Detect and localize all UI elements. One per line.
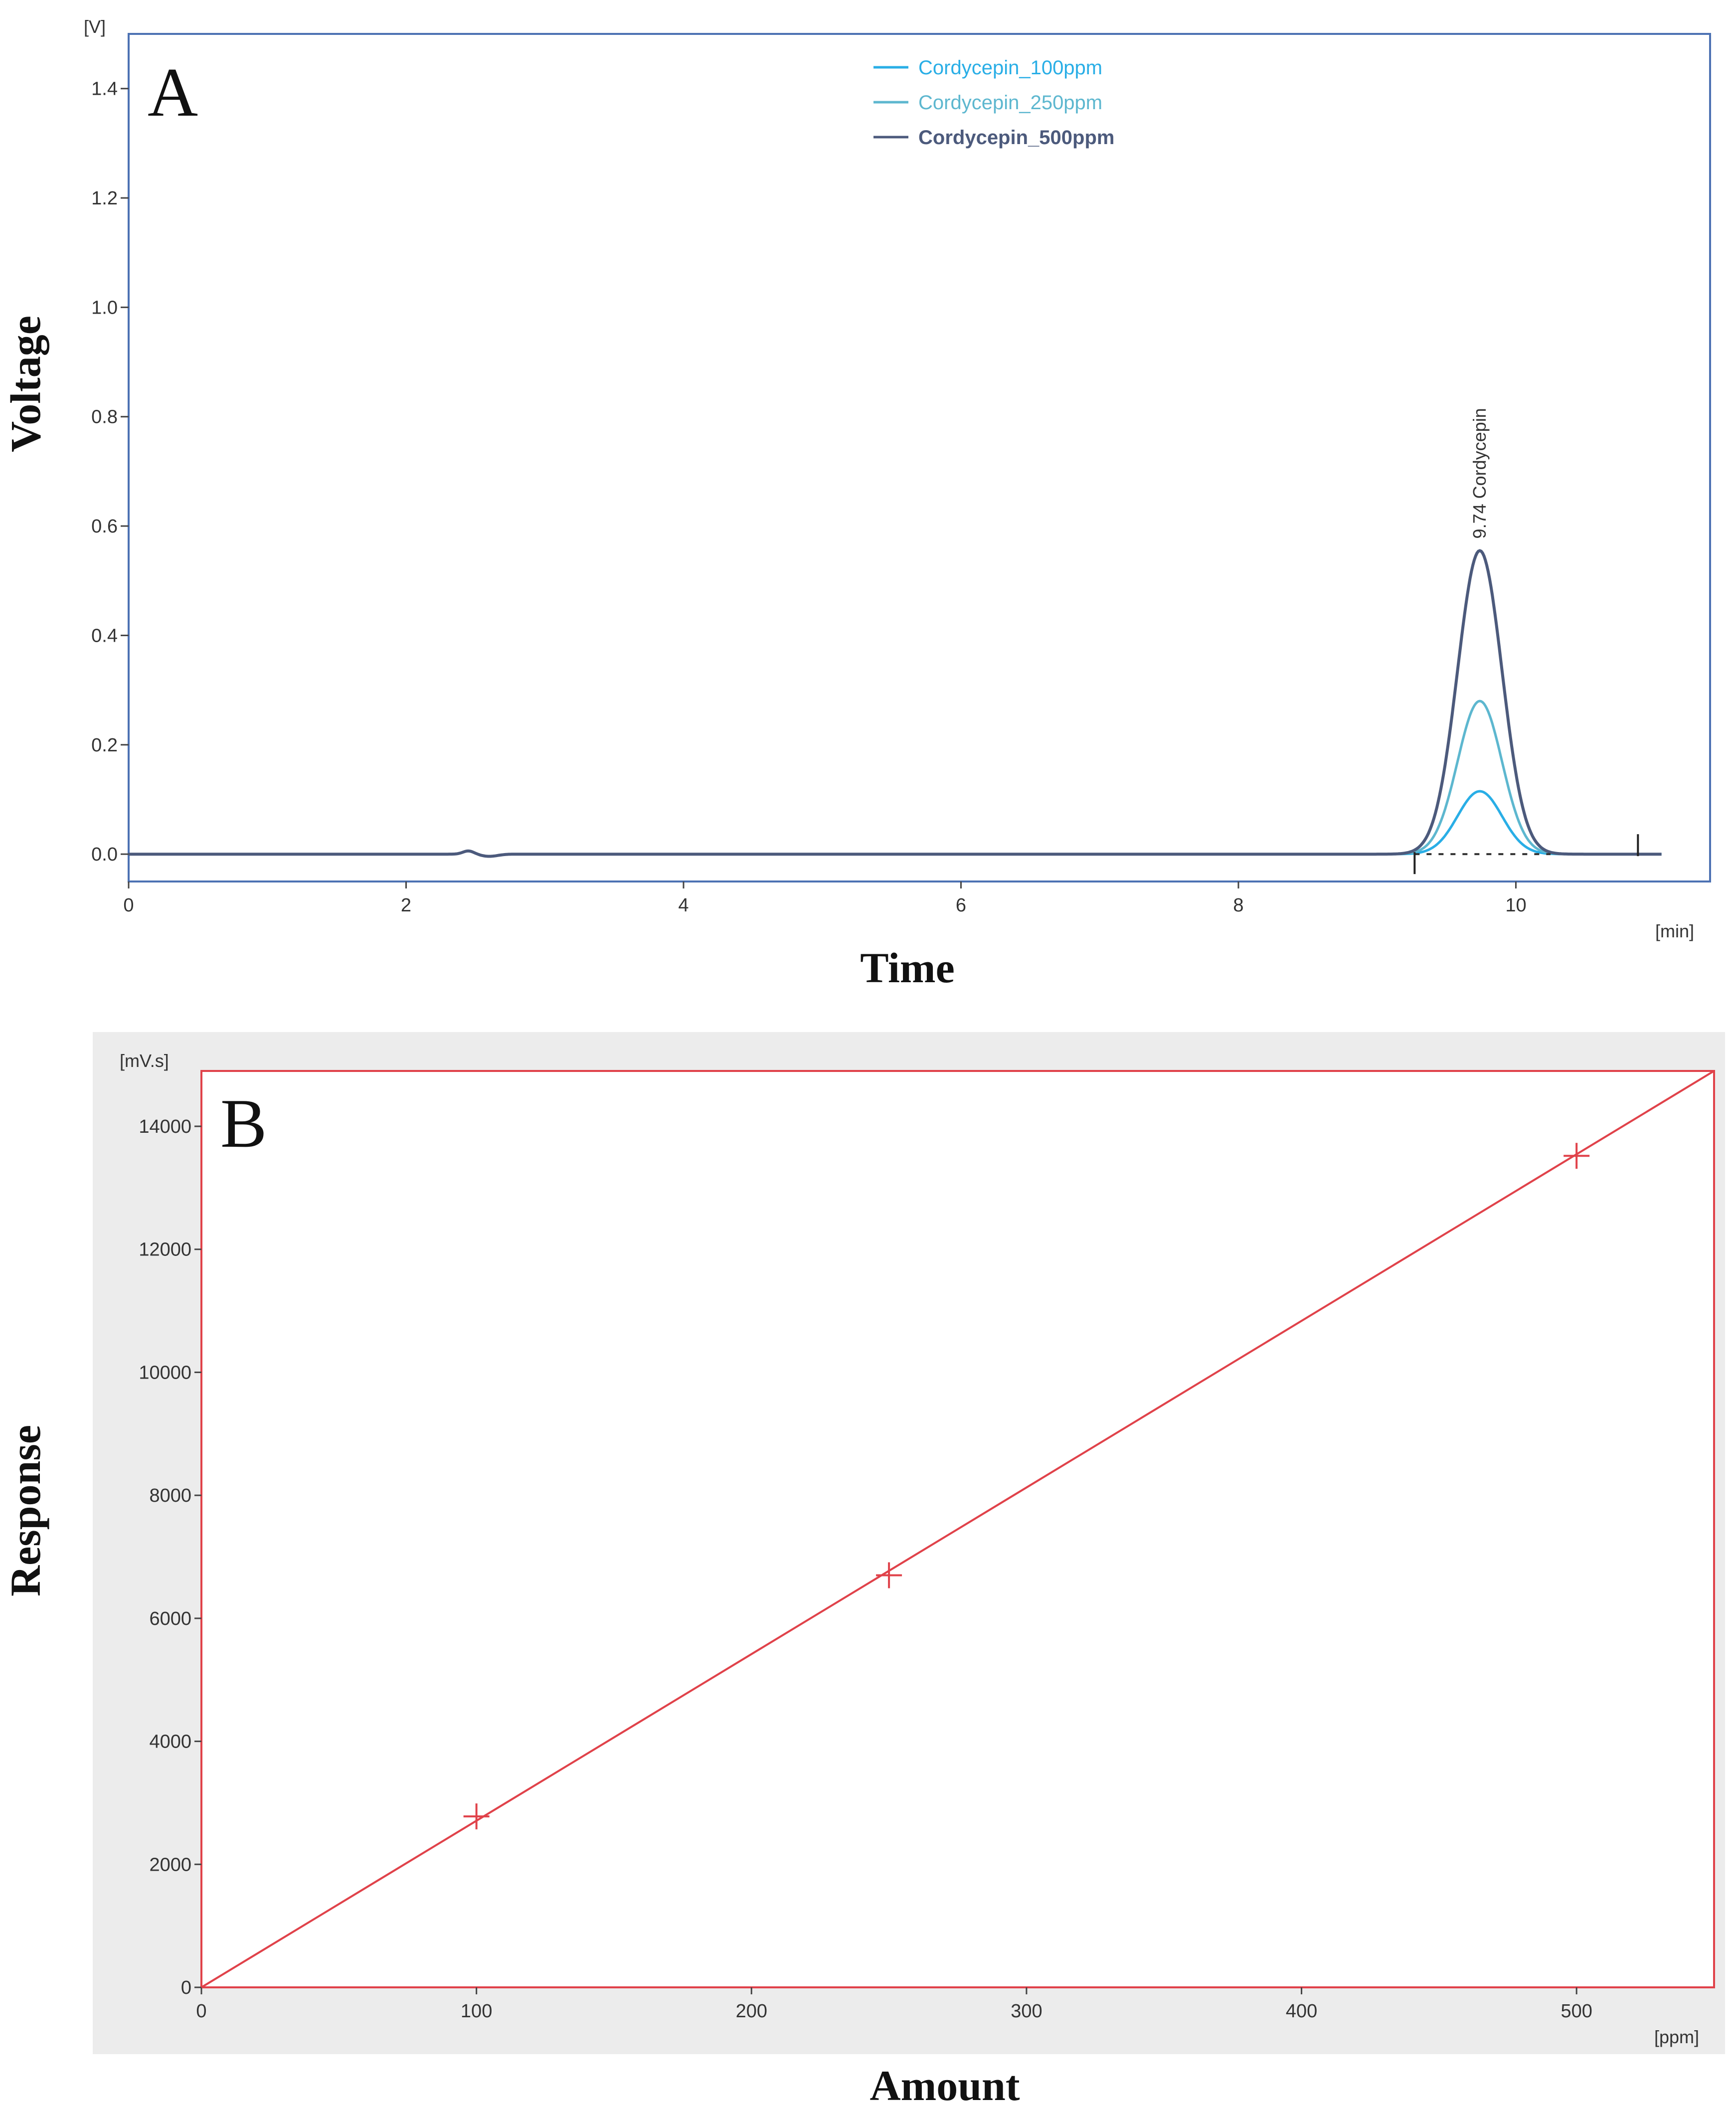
- panel-letter-a: A: [148, 54, 198, 131]
- x-tick-label: 4: [678, 895, 689, 916]
- y-tick-label: 0.8: [91, 407, 118, 428]
- legend-label: Cordycepin_500ppm: [918, 127, 1114, 149]
- chromatogram-panel: A 0.0 0.2 0.4 0.6 0.8 1.0 1.2 1.4 0 2 4 6 8 10 Cordy…: [1, 16, 1711, 992]
- x-unit-label-b: [ppm]: [1654, 2027, 1699, 2047]
- chromatogram-plot-frame: [128, 33, 1711, 882]
- trace-Cordycepin_500ppm: [129, 549, 1662, 858]
- legend-label: Cordycepin_250ppm: [918, 92, 1102, 114]
- y-unit-label: [V]: [84, 16, 106, 37]
- calibration-panel: B 0 2000 4000 6000 8000 10000 12000 14000 0 100 2…: [1, 1032, 1725, 2110]
- y-tick-label: 1.0: [91, 297, 118, 318]
- x-tick-label: 2: [401, 895, 411, 916]
- y-tick-label: 1.2: [91, 188, 118, 209]
- chromatogram-y-ticks: 0.0 0.2 0.4 0.6 0.8 1.0 1.2 1.4: [91, 79, 129, 865]
- x-tick-label: 10: [1505, 895, 1526, 916]
- integration-markers: [1413, 834, 1639, 875]
- y-tick-label-b: 6000: [149, 1608, 191, 1629]
- x-tick-label: 0: [123, 895, 134, 916]
- panel-letter-b: B: [220, 1085, 267, 1162]
- y-tick-label-b: 8000: [149, 1485, 191, 1506]
- legend-label: Cordycepin_100ppm: [918, 57, 1102, 79]
- y-axis-title-b: Response: [1, 1425, 49, 1596]
- y-tick-label-b: 2000: [149, 1854, 191, 1875]
- x-tick-label: 8: [1233, 895, 1243, 916]
- x-tick-label-b: 200: [736, 2001, 767, 2022]
- x-unit-label: [min]: [1655, 921, 1694, 941]
- x-axis-title: Time: [860, 944, 955, 992]
- calibration-points: [463, 1143, 1590, 1830]
- x-tick-label-b: 100: [461, 2001, 492, 2022]
- x-tick-label-b: 400: [1286, 2001, 1317, 2022]
- y-unit-label-b: [mV.s]: [120, 1051, 169, 1071]
- calibration-point: [463, 1803, 490, 1830]
- calibration-y-ticks: 0 2000 4000 6000 8000 10000 12000 14000: [139, 1116, 201, 1998]
- x-axis-title-b: Amount: [869, 2062, 1020, 2110]
- y-tick-label-b: 10000: [139, 1362, 191, 1383]
- y-axis-title: Voltage: [1, 316, 49, 452]
- x-tick-label: 6: [956, 895, 966, 916]
- y-tick-label: 0.4: [91, 625, 118, 646]
- y-tick-label: 0.6: [91, 516, 118, 537]
- calibration-point: [876, 1562, 902, 1588]
- calibration-point: [1563, 1143, 1590, 1169]
- chromatogram-x-ticks: 0 2 4 6 8 10: [123, 881, 1527, 916]
- x-tick-label-b: 0: [196, 2001, 206, 2022]
- y-tick-label: 0.0: [91, 844, 118, 865]
- y-tick-label: 0.2: [91, 735, 118, 756]
- y-tick-label-b: 0: [181, 1977, 191, 1998]
- peak-label: 9.74 Cordycepin: [1469, 408, 1490, 538]
- x-tick-label-b: 300: [1011, 2001, 1042, 2022]
- y-tick-label-b: 12000: [139, 1239, 191, 1260]
- regression-line: [200, 1070, 1715, 1988]
- y-tick-label-b: 14000: [139, 1116, 191, 1137]
- y-tick-label: 1.4: [91, 79, 118, 100]
- y-tick-label-b: 4000: [149, 1732, 191, 1753]
- x-tick-label-b: 500: [1561, 2001, 1592, 2022]
- chromatogram-traces: [129, 549, 1662, 858]
- chromatogram-legend: Cordycepin_100ppm Cordycepin_250ppm Cordyc…: [873, 57, 1114, 149]
- calibration-x-ticks: 0 100 200 300 400 500: [196, 1987, 1592, 2022]
- calibration-fit-line: [200, 1070, 1715, 1988]
